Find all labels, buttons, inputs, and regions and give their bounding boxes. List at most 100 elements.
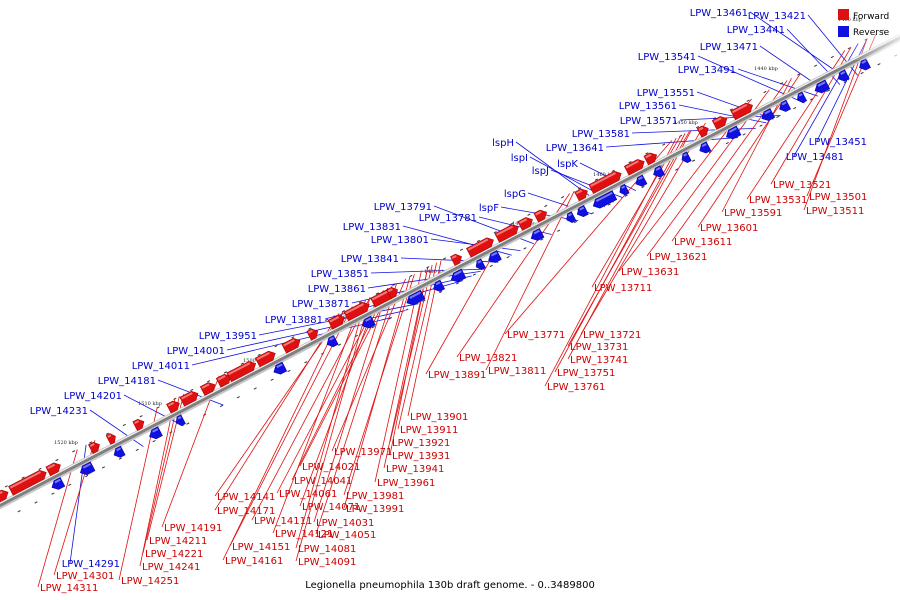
minor-tick xyxy=(253,387,257,390)
reverse-gene-arrow xyxy=(113,445,126,458)
reverse-gene-label: LPW_14291 xyxy=(62,559,120,570)
forward-gene-arrow xyxy=(386,287,398,300)
forward-leader xyxy=(567,130,692,360)
forward-gene-label: LPW_14111 xyxy=(254,516,312,527)
forward-gene-label: LPW_13621 xyxy=(649,252,707,263)
forward-gene-arrow xyxy=(254,350,276,368)
reverse-leader xyxy=(400,257,499,263)
forward-gene-label: LPW_14251 xyxy=(121,576,179,587)
forward-gene-arrow xyxy=(696,125,709,138)
forward-leader xyxy=(343,276,411,509)
minor-tick xyxy=(291,336,295,339)
minor-tick xyxy=(34,501,38,504)
reverse-gene-label: LPW_13861 xyxy=(308,284,366,295)
forward-leader xyxy=(222,310,344,561)
reverse-gene-arrow xyxy=(725,125,742,140)
reverse-gene-label: lspJ xyxy=(532,166,549,177)
forward-gene-arrow xyxy=(574,188,588,202)
minor-tick xyxy=(38,467,42,470)
backbone-highlight xyxy=(0,34,900,504)
reverse-gene-label: LPW_13781 xyxy=(419,213,477,224)
forward-leader xyxy=(397,262,437,430)
reverse-gene-label: LPW_13801 xyxy=(371,235,429,246)
minor-tick xyxy=(257,353,261,357)
forward-leader xyxy=(295,299,366,549)
reverse-gene-label: LPW_13581 xyxy=(572,129,630,140)
reverse-gene-arrow xyxy=(837,69,850,82)
forward-gene-arrow xyxy=(166,400,180,414)
forward-gene-arrow xyxy=(327,314,345,330)
forward-gene-label: LPW_13921 xyxy=(392,438,450,449)
reverse-gene-arrow xyxy=(51,477,66,490)
forward-leader xyxy=(544,137,677,387)
minor-tick xyxy=(561,196,565,199)
forward-gene-label: LPW_14161 xyxy=(225,556,283,567)
reverse-gene-label: LPW_13551 xyxy=(637,88,695,99)
reverse-gene-label: lspI xyxy=(511,153,528,164)
forward-leader xyxy=(567,131,690,347)
legend-forward-swatch xyxy=(838,9,849,20)
gene-labels: LPW_13461 LPW_13421 LPW_13441 LPW_13471 LPW_… xyxy=(30,8,868,594)
forward-gene-label: LPW_14081 xyxy=(298,544,356,555)
forward-gene-arrow xyxy=(466,237,494,258)
reverse-gene-label: LPW_13841 xyxy=(341,254,399,265)
forward-gene-arrow xyxy=(8,469,47,496)
reverse-gene-arrow xyxy=(79,461,96,476)
forward-leader xyxy=(331,278,406,452)
forward-gene-label: LPW_13971 xyxy=(334,447,392,458)
minor-tick xyxy=(240,362,244,365)
minor-tick xyxy=(190,388,194,392)
forward-gene-label: LPW_13721 xyxy=(583,330,641,341)
minor-tick xyxy=(270,378,274,381)
reverse-gene-label: LPW_13441 xyxy=(727,25,785,36)
forward-gene-label: LPW_14071 xyxy=(302,502,360,513)
forward-gene-arrow xyxy=(88,441,100,454)
forward-gene-label: LPW_13751 xyxy=(557,368,615,379)
reverse-gene-label: LPW_13461 xyxy=(690,8,748,19)
minor-tick xyxy=(455,282,460,285)
minor-tick xyxy=(797,73,801,76)
legend: Forward Reverse xyxy=(838,9,890,38)
minor-tick xyxy=(489,264,493,267)
forward-gene-label: LPW_13501 xyxy=(809,192,867,203)
map-caption: Legionella pneumophila 130b draft genome… xyxy=(305,580,595,591)
forward-leader xyxy=(161,375,220,528)
minor-tick xyxy=(139,415,143,418)
minor-tick xyxy=(662,143,666,146)
reverse-gene-arrow xyxy=(175,414,186,426)
minor-tick xyxy=(308,327,312,330)
forward-gene-label: LPW_13891 xyxy=(428,370,486,381)
forward-leader xyxy=(313,287,389,523)
minor-tick xyxy=(426,266,430,269)
reverse-gene-arrow xyxy=(814,79,831,94)
forward-gene-label: LPW_13821 xyxy=(459,353,517,364)
forward-gene-label: LPW_14311 xyxy=(40,583,98,594)
forward-leader xyxy=(214,313,340,511)
reverse-leader xyxy=(370,268,486,274)
reverse-gene-label: LPW_14201 xyxy=(64,391,122,402)
minor-tick xyxy=(793,106,797,110)
reverse-gene-arrow xyxy=(635,174,648,187)
forward-gene-label: LPW_13911 xyxy=(400,425,458,436)
forward-gene-label: LPW_13931 xyxy=(392,451,450,462)
minor-tick xyxy=(624,194,628,197)
label-leaders xyxy=(37,11,877,588)
forward-gene-label: LPW_13901 xyxy=(410,412,468,423)
forward-leader xyxy=(299,285,393,467)
reverse-gene-arrow xyxy=(406,289,426,306)
reverse-gene-label: LPW_13421 xyxy=(748,11,806,22)
forward-gene-arrow xyxy=(281,337,301,354)
forward-gene-arrow xyxy=(45,462,61,477)
minor-tick xyxy=(594,178,598,181)
tick-label: 1480 kbp xyxy=(424,269,448,275)
minor-tick xyxy=(219,404,224,408)
minor-tick xyxy=(695,125,700,129)
reverse-gene-arrow xyxy=(450,268,467,283)
minor-tick xyxy=(725,142,729,145)
forward-gene-label: LPW_13611 xyxy=(674,237,732,248)
minor-tick xyxy=(776,115,780,119)
minor-tick xyxy=(337,343,342,346)
tick-label: 1450 kbp xyxy=(674,120,698,126)
minor-tick xyxy=(101,466,106,469)
